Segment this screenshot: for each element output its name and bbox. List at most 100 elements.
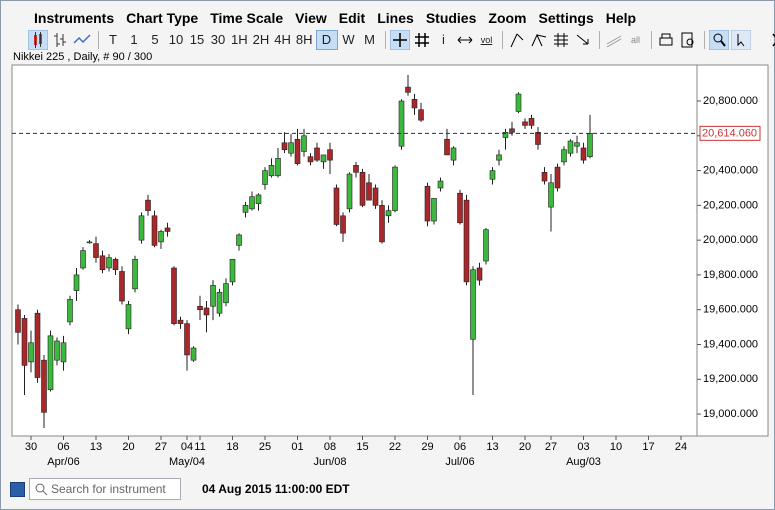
info-button[interactable]: i bbox=[442, 32, 445, 47]
candle-body bbox=[21, 318, 28, 366]
month-label: Apr/06 bbox=[47, 456, 79, 468]
status-icon bbox=[10, 482, 25, 497]
timeframe-button[interactable]: 2H bbox=[252, 32, 270, 47]
candle-body bbox=[164, 227, 171, 232]
candle-body bbox=[80, 250, 86, 269]
line-icon[interactable] bbox=[72, 30, 92, 50]
arrow-tool[interactable] bbox=[573, 30, 593, 50]
candle-body bbox=[314, 147, 320, 161]
candle-body bbox=[489, 170, 496, 180]
candle-body bbox=[41, 359, 47, 413]
last-price-box bbox=[699, 125, 761, 141]
timeframe-button[interactable]: D bbox=[315, 30, 338, 50]
separator bbox=[98, 31, 99, 49]
candle-icon[interactable] bbox=[28, 30, 48, 50]
menu-item[interactable]: Zoom bbox=[488, 10, 527, 26]
candle-body bbox=[405, 86, 411, 93]
timeframe-button[interactable]: 8H bbox=[295, 32, 313, 47]
timeframe-button[interactable]: W bbox=[342, 32, 355, 47]
search-icon bbox=[35, 483, 48, 496]
candle-body bbox=[132, 258, 138, 290]
x-tick-label: 03 bbox=[577, 441, 589, 453]
candle-body bbox=[463, 199, 470, 283]
preview-icon[interactable] bbox=[678, 30, 698, 50]
candle-body bbox=[119, 271, 125, 302]
separator bbox=[703, 31, 705, 49]
last-price-label: 20,614.060 bbox=[702, 127, 757, 139]
menu-item[interactable]: Time Scale bbox=[210, 10, 284, 26]
candle-body bbox=[548, 182, 554, 208]
timeframe-button[interactable]: M bbox=[364, 32, 375, 47]
timeframes: T 1 5 10 15 30 1H 2H 4H 8H D W M bbox=[103, 30, 381, 50]
menu-item[interactable]: Instruments bbox=[34, 10, 115, 26]
candle-body bbox=[418, 109, 424, 121]
x-tick-label: 29 bbox=[421, 441, 433, 453]
crosshair-icon[interactable] bbox=[389, 30, 410, 50]
candle-body bbox=[541, 172, 548, 182]
line-tool[interactable] bbox=[507, 30, 527, 50]
zoom-icon[interactable] bbox=[708, 30, 729, 50]
candle-body bbox=[54, 340, 60, 361]
grid-icon[interactable] bbox=[412, 30, 432, 50]
candle-body bbox=[554, 166, 561, 189]
y-tick-label: 19,600.000 bbox=[703, 304, 758, 316]
select-icon[interactable] bbox=[730, 30, 751, 50]
timeframe-button[interactable]: 1H bbox=[231, 32, 248, 47]
timeframe-button[interactable]: 1 bbox=[130, 32, 138, 47]
timeframe-button[interactable]: 30 bbox=[210, 32, 226, 47]
x-tick-label: 22 bbox=[389, 441, 401, 453]
candle-body bbox=[450, 147, 457, 161]
x-tick-label: 01 bbox=[291, 441, 303, 453]
candle-body bbox=[34, 312, 41, 378]
candle-body bbox=[307, 156, 314, 163]
candle-body bbox=[502, 132, 509, 138]
timeframe-button[interactable]: 4H bbox=[274, 32, 291, 47]
candle-body bbox=[496, 154, 502, 161]
candle-body bbox=[483, 229, 489, 262]
separator bbox=[650, 31, 652, 49]
x-tick-label: 17 bbox=[642, 441, 654, 453]
plot-area bbox=[11, 64, 698, 437]
y-tick-label: 19,000.000 bbox=[703, 408, 758, 420]
x-tick-label: 30 bbox=[25, 441, 37, 453]
menu-item[interactable]: Studies bbox=[425, 10, 477, 26]
fork-tool[interactable] bbox=[529, 30, 549, 50]
print-icon[interactable] bbox=[656, 30, 676, 50]
collapse-icon[interactable] bbox=[765, 30, 775, 50]
timeframe-button[interactable]: T bbox=[109, 32, 117, 47]
candle-body bbox=[424, 185, 431, 222]
candle-body bbox=[366, 182, 372, 201]
arrows-icon[interactable] bbox=[455, 30, 475, 50]
menu-item[interactable]: Help bbox=[605, 10, 637, 26]
toolbar: T 1 5 10 15 30 1H 2H 4H 8H D W M i vol all bbox=[28, 29, 775, 51]
menu-item[interactable]: Chart Type bbox=[126, 10, 199, 26]
menu-item[interactable]: View bbox=[295, 10, 327, 26]
candle-body bbox=[431, 198, 437, 222]
search-box[interactable]: Search for instrument bbox=[29, 478, 181, 500]
bar-icon[interactable] bbox=[50, 30, 70, 50]
timeframe-button[interactable]: 10 bbox=[168, 32, 184, 47]
candle-body bbox=[437, 180, 444, 189]
candle-body bbox=[346, 173, 353, 210]
candle-body bbox=[340, 215, 346, 234]
candle-body bbox=[372, 187, 379, 206]
candle-body bbox=[216, 292, 223, 314]
menu-item[interactable]: Edit bbox=[338, 10, 366, 26]
menu-item[interactable]: Settings bbox=[538, 10, 594, 26]
timeframe-button[interactable]: 5 bbox=[151, 32, 159, 47]
candle-body bbox=[242, 205, 249, 213]
candle-body bbox=[158, 231, 164, 243]
timeframe-button[interactable]: 15 bbox=[189, 32, 205, 47]
menu-bar: Instruments Chart Type Time Scale View Edit L… bbox=[28, 10, 642, 26]
menu-item[interactable]: Lines bbox=[377, 10, 414, 26]
candle-body bbox=[262, 170, 268, 185]
erase-all[interactable]: all bbox=[630, 35, 640, 45]
x-tick-label: 27 bbox=[545, 441, 557, 453]
erase-lines[interactable] bbox=[604, 30, 624, 50]
y-tick-label: 20,000.000 bbox=[703, 234, 758, 246]
candle-body bbox=[567, 140, 574, 154]
volume-button[interactable]: vol bbox=[480, 35, 493, 45]
x-tick-label: 25 bbox=[259, 441, 271, 453]
candle-body bbox=[15, 309, 21, 333]
fib-tool[interactable] bbox=[551, 30, 571, 50]
